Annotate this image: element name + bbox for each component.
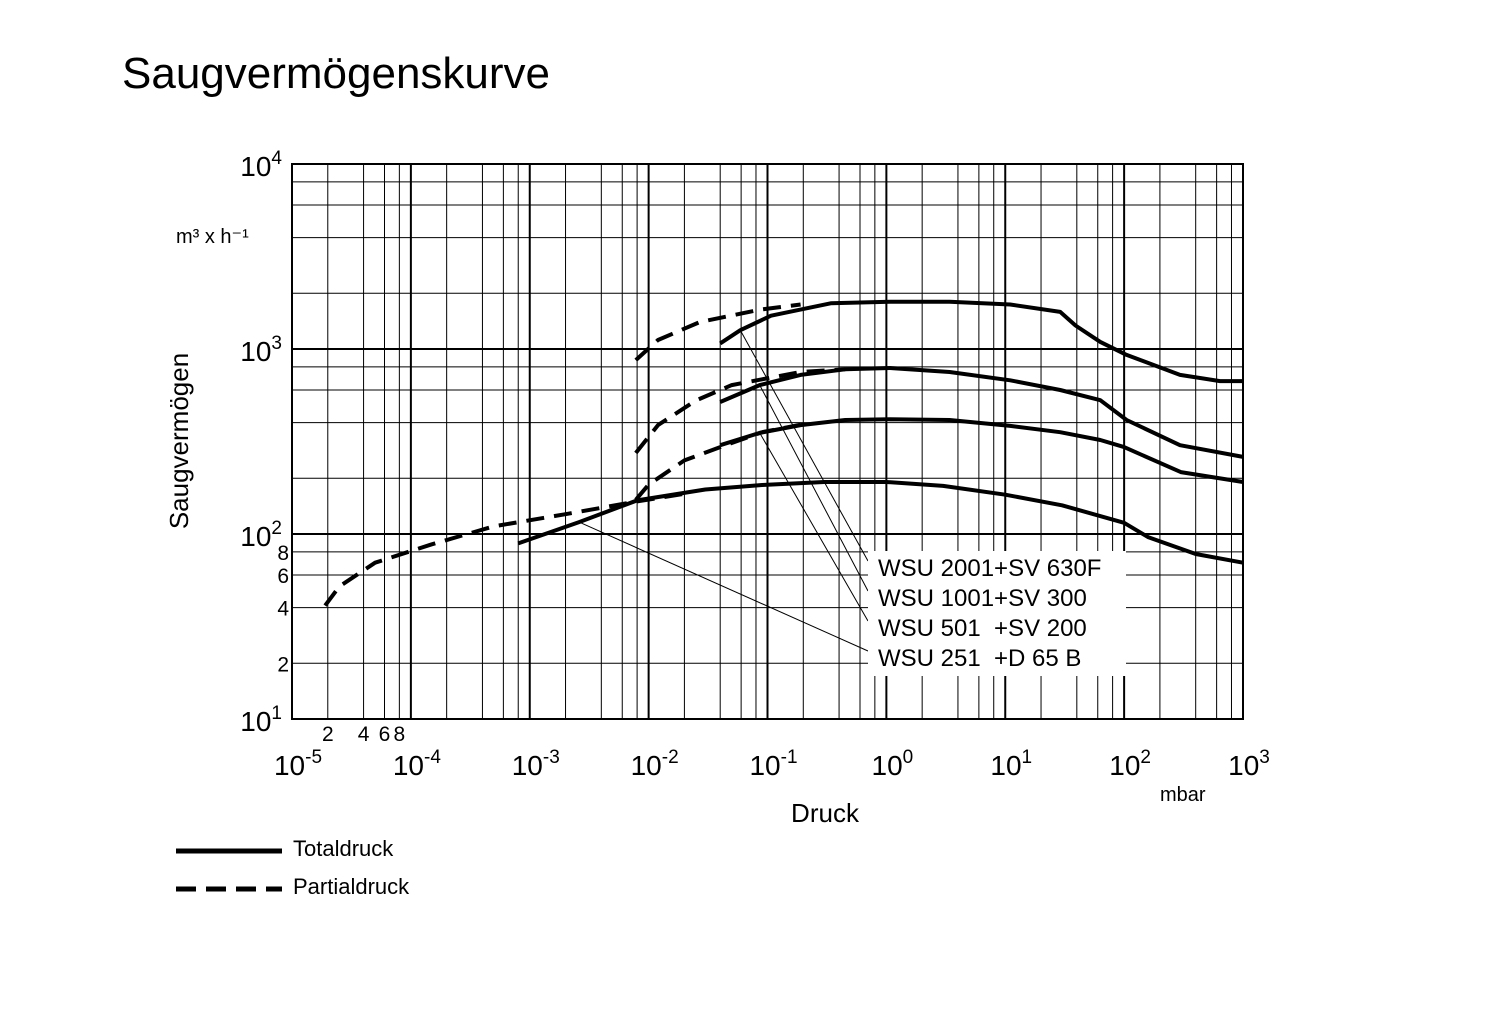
curve-label: WSU 2001+SV 630F [878,555,1101,582]
x-tick-label-exponent: -4 [424,747,441,768]
x-tick-label: 10-5 [274,747,322,781]
leader-line [739,329,869,562]
plot-frame [291,163,1244,720]
partial-pressure-curve [634,302,801,362]
x-minor-tick-label: 2 [322,723,334,746]
total-pressure-curve [719,417,1244,484]
y-tick-label-base: 10 [240,521,271,552]
y-axis-label: Saugvermögen [164,353,194,529]
x-tick-label-base: 10 [1228,750,1259,781]
x-tick-label-exponent: -5 [305,747,322,768]
curve-label: WSU 1001+SV 300 [878,585,1087,612]
leader-line [759,432,869,622]
curve-label: WSU 501 +SV 200 [878,615,1087,642]
x-tick-label: 102 [1109,747,1151,781]
y-tick-label: 103 [240,333,282,367]
x-tick-label: 10-3 [512,747,560,781]
y-minor-tick-label: 2 [277,653,289,676]
legend-label: Partialdruck [293,874,410,899]
x-unit: mbar [1160,784,1206,806]
y-tick-label-exponent: 4 [271,148,282,169]
partial-pressure-curve [323,491,685,607]
x-minor-tick-label: 8 [394,723,406,746]
x-tick-label-base: 10 [749,750,780,781]
x-tick-label-exponent: 2 [1140,747,1151,768]
leader-line [759,384,869,592]
leader-line [578,521,869,652]
y-minor-tick-label: 8 [277,542,289,565]
y-tick-label-exponent: 1 [271,703,282,724]
x-tick-label-base: 10 [393,750,424,781]
x-tick-label-base: 10 [872,750,903,781]
x-tick-label: 100 [872,747,914,781]
x-minor-tick-label: 6 [379,723,391,746]
x-tick-label-exponent: -2 [662,747,679,768]
x-axis-label: Druck [791,798,860,828]
y-tick-label-exponent: 2 [271,518,282,539]
y-minor-tick-label: 6 [277,565,289,588]
x-tick-label-base: 10 [512,750,543,781]
x-tick-label-exponent: -3 [543,747,560,768]
x-tick-label-base: 10 [631,750,662,781]
x-tick-label-exponent: -1 [781,747,798,768]
label-box [868,551,1126,676]
x-tick-label: 10-1 [749,747,797,781]
x-minor-tick-label: 4 [358,723,370,746]
y-tick-label: 104 [240,148,282,182]
y-tick-label: 101 [240,703,282,737]
x-tick-label-exponent: 1 [1022,747,1033,768]
x-tick-label-exponent: 3 [1259,747,1270,768]
curve-label: WSU 251 +D 65 B [878,645,1081,672]
y-tick-label-base: 10 [240,151,271,182]
y-tick-label-exponent: 3 [271,333,282,354]
x-tick-label-exponent: 0 [903,747,914,768]
x-tick-label-base: 10 [990,750,1021,781]
y-tick-label-base: 10 [240,706,271,737]
y-unit: m³ x h⁻¹ [176,226,249,248]
partial-pressure-curve [634,367,846,455]
x-tick-label-base: 10 [274,750,305,781]
x-tick-label: 103 [1228,747,1270,781]
x-tick-label: 10-2 [631,747,679,781]
total-pressure-curve [719,299,1243,384]
legend-label: Totaldruck [293,836,394,861]
y-minor-tick-label: 4 [277,598,289,621]
x-tick-label: 101 [990,747,1032,781]
total-pressure-curve [719,366,1244,459]
y-tick-label: 102 [240,518,282,552]
x-tick-label-base: 10 [1109,750,1140,781]
y-tick-label-base: 10 [240,336,271,367]
chart-title: Saugvermögenskurve [122,49,550,98]
x-tick-label: 10-4 [393,747,441,781]
total-pressure-curve [517,480,1244,565]
